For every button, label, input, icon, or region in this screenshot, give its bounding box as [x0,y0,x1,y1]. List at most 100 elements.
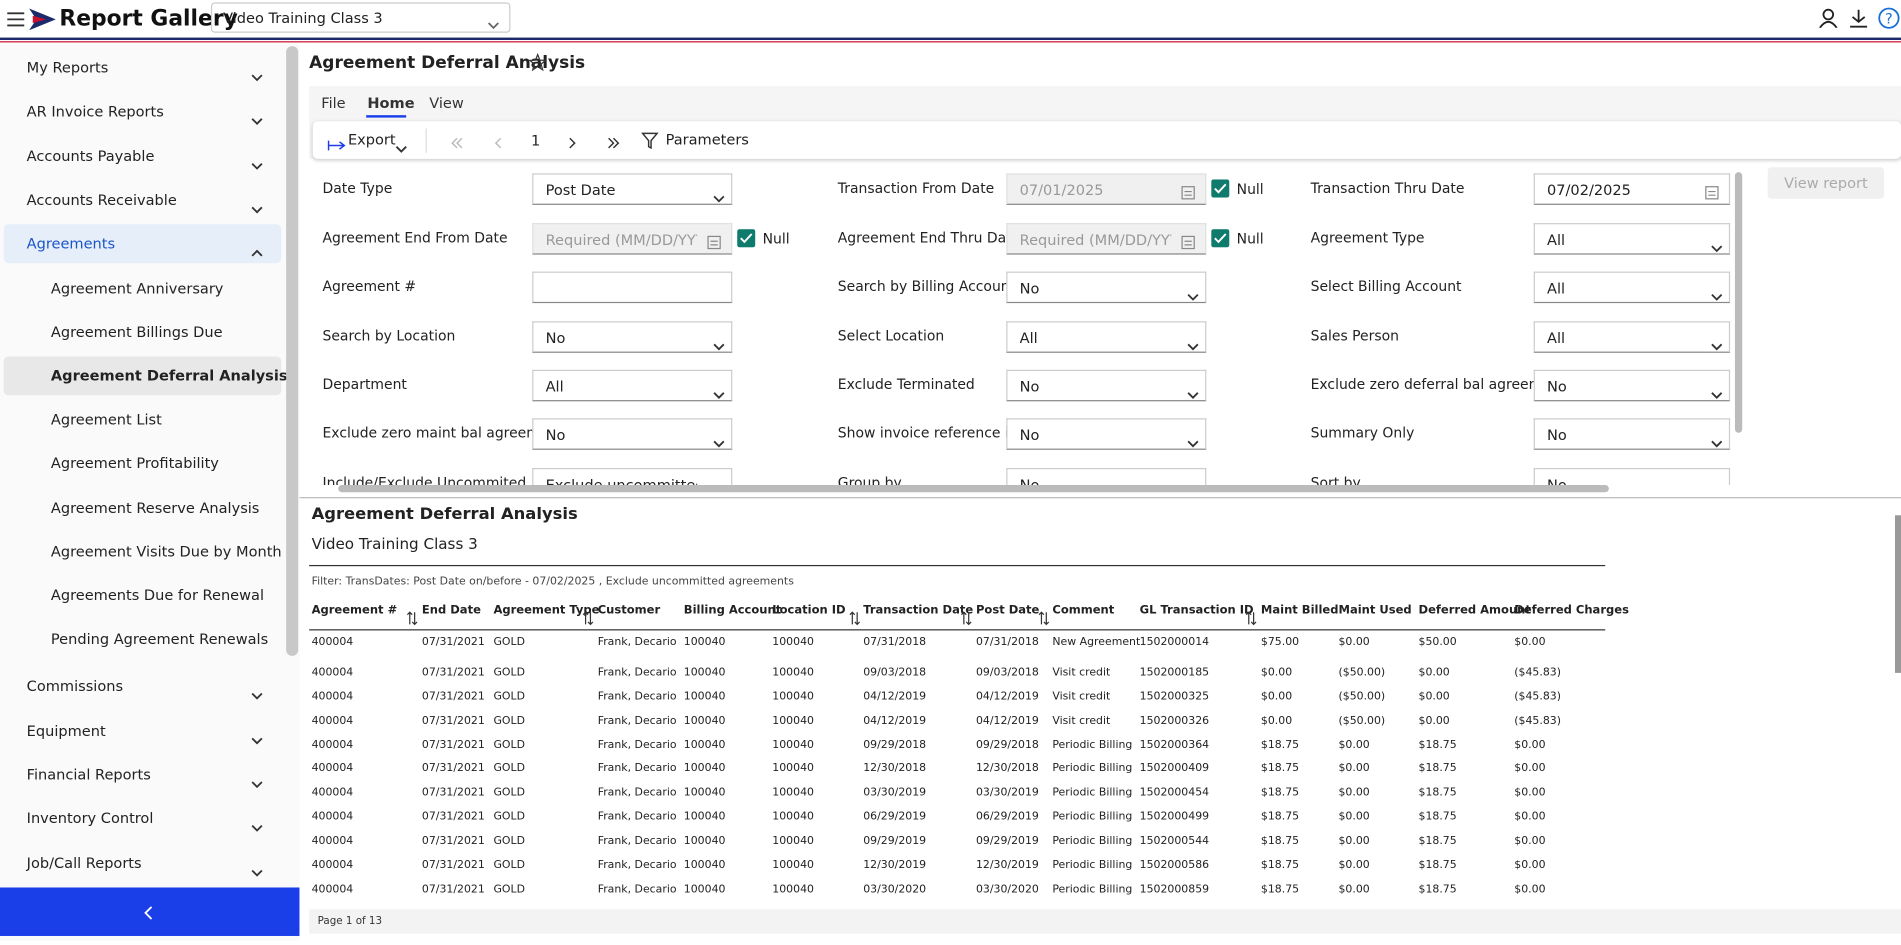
chevron-down [1187,382,1199,399]
table-cell: 03/30/2020 [863,883,927,896]
table-cell: Frank, Decario [597,636,677,649]
nav-item[interactable]: Agreement Reserve Analysis [50,498,260,516]
dropdown[interactable]: All [532,369,733,402]
column-header[interactable]: Agreement # [311,603,398,618]
table-cell: 400004 [311,690,354,704]
toolbar [312,121,1901,159]
chevron-down-glyph [1187,343,1199,351]
null-checkbox[interactable] [1211,179,1230,198]
column-header[interactable]: Maint Used [1338,603,1412,618]
nav-item[interactable]: Pending Agreement Renewals [50,630,269,648]
text-input[interactable] [532,271,733,304]
table-cell: 400004 [311,811,354,824]
table-cell: 12/30/2018 [975,763,1039,776]
page-status: Page 1 of 13 [317,915,383,928]
table-cell: 07/31/2018 [975,636,1039,649]
dropdown[interactable]: No [1006,369,1207,402]
download-icon[interactable] [1849,8,1868,28]
nav-item[interactable]: Agreement Billings Due [50,323,223,341]
nav-section[interactable]: Agreements [26,235,116,253]
table-cell: 04/12/2019 [863,690,927,704]
ribbon-tab[interactable]: Home [367,94,415,112]
table-cell: 1502000409 [1139,763,1210,776]
chevron-down [713,185,725,203]
table-cell: GOLD [493,859,525,872]
collapse-icon[interactable] [143,903,155,920]
nav-item[interactable]: Agreement Visits Due by Month [50,542,282,560]
parameter-label: Search by Billing Account [837,277,1016,295]
nav-active-bg [3,224,282,264]
nav-item[interactable]: Agreement List [50,411,162,429]
dropdown[interactable]: All [1533,271,1731,304]
chevron-down-glyph [251,162,263,170]
column-header[interactable]: Agreement Type [493,603,600,618]
dropdown[interactable]: No [1533,467,1731,485]
column-header[interactable]: Deferred Charges [1514,603,1629,618]
ribbon-tab[interactable]: View [429,94,464,112]
user-icon[interactable] [1819,8,1838,29]
ribbon-tab[interactable]: File [321,94,346,112]
nav-section[interactable]: Equipment [26,722,106,740]
nav-section[interactable]: My Reports [26,59,109,77]
dropdown[interactable]: No [1533,418,1731,450]
sort-icon[interactable] [582,607,594,626]
dropdown[interactable]: All [1533,223,1731,255]
table-cell: $0.00 [1338,811,1370,824]
nav-item[interactable]: Agreements Due for Renewal [50,586,265,604]
dropdown[interactable]: Post Date [532,173,733,205]
table-cell: Periodic Billing [1052,883,1133,896]
dropdown[interactable]: No [1006,418,1207,450]
parameter-label: Sales Person [1310,327,1400,345]
column-header[interactable]: GL Transaction ID [1139,603,1254,618]
sort-icon[interactable] [1245,607,1257,626]
nav-section[interactable]: AR Invoice Reports [26,103,164,121]
sort-icon[interactable] [960,607,972,626]
table-cell: 100040 [772,811,814,824]
null-checkbox[interactable] [1211,229,1230,248]
export-button[interactable]: Export [347,130,396,148]
dropdown[interactable]: All [1006,321,1207,353]
favorite-star[interactable] [528,52,548,72]
nav-section[interactable]: Job/Call Reports [26,854,142,872]
sort-icon[interactable] [1038,607,1050,626]
collapse-bar[interactable] [0,887,300,936]
dropdown[interactable]: Exclude uncommitted [532,467,733,485]
dropdown[interactable]: No [1533,369,1731,402]
dropdown[interactable]: No [532,321,733,353]
chevron-down-glyph [1711,392,1723,399]
column-header[interactable]: Deferred Amount [1418,603,1531,618]
help-icon[interactable]: ? [1878,7,1900,29]
dropdown[interactable]: All [1533,321,1731,353]
table-cell: GOLD [493,714,525,728]
nav-item[interactable]: Agreement Anniversary [50,279,224,297]
column-header[interactable]: Customer [597,603,661,618]
column-header[interactable]: Post Date [975,603,1040,618]
sort-icon[interactable] [849,607,861,626]
column-header[interactable]: Maint Billed [1260,603,1339,618]
column-header[interactable]: Transaction Date [863,603,974,618]
nav-section[interactable]: Accounts Payable [26,147,155,165]
nav-section[interactable]: Accounts Receivable [26,191,177,209]
dropdown[interactable]: No [1006,467,1207,485]
nav-item[interactable]: Agreement Profitability [50,455,219,472]
table-cell: 07/31/2021 [421,714,485,728]
dropdown[interactable]: No [532,418,733,450]
null-checkbox[interactable] [737,229,756,248]
date-input[interactable]: 07/02/2025 [1533,173,1731,205]
column-header[interactable]: Billing Account [683,603,782,618]
nav-section[interactable]: Inventory Control [26,810,154,828]
menu[interactable] [6,10,25,29]
dropdown[interactable]: No [1006,271,1207,304]
nav-section[interactable]: Financial Reports [26,766,151,784]
sort-icon[interactable] [406,607,418,626]
column-header[interactable]: End Date [421,603,481,618]
column-header[interactable]: Comment [1052,603,1115,618]
nav-item[interactable]: Agreement Deferral Analysis [50,367,288,385]
column-header[interactable]: Location ID [772,603,846,618]
table-cell: $0.00 [1260,666,1293,679]
report-selector[interactable]: Video Training Class 3 [210,2,511,33]
page-nav[interactable] [446,132,628,149]
nav-section[interactable]: Commissions [26,678,124,696]
view-report-button[interactable]: View report [1767,167,1885,199]
parameters-button[interactable]: Parameters [665,130,749,148]
